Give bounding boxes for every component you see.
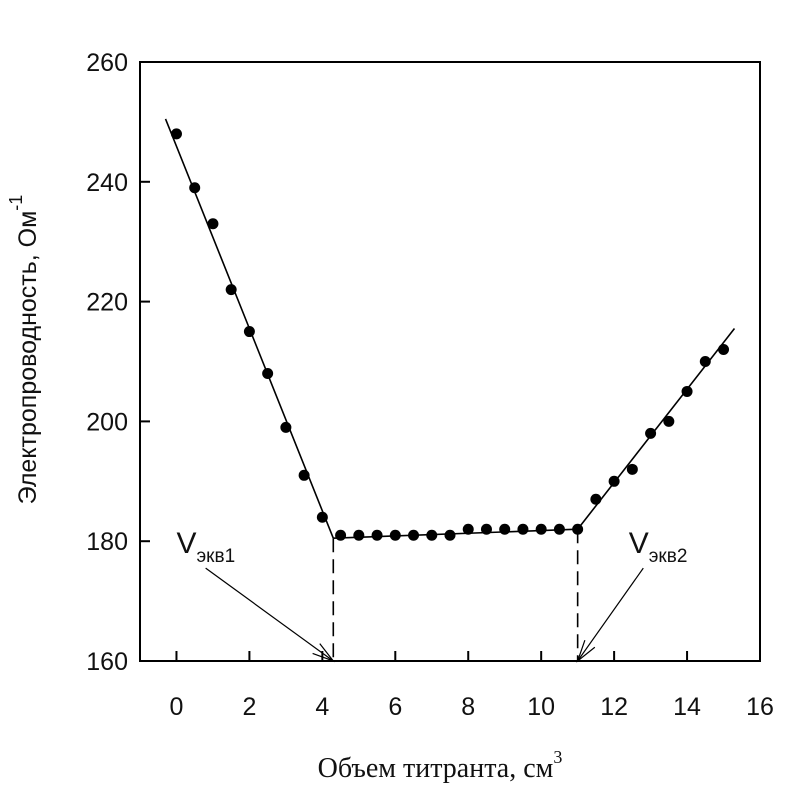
data-point [389,529,401,541]
data-point [645,427,657,439]
data-point [499,523,511,535]
x-tick-label: 16 [746,693,774,721]
data-point [590,493,602,505]
x-axis-title-text: Объем титранта, см [318,753,554,784]
data-point [426,529,438,541]
data-point [371,529,383,541]
y-axis-title: Электропроводность, Ом-1 [6,195,42,505]
y-tick-label: 160 [86,648,128,676]
data-point [444,529,456,541]
x-axis-title-sup: 3 [553,747,562,767]
equivalence-label-main: V [629,527,649,560]
data-point [408,529,420,541]
x-tick-label: 8 [461,693,475,721]
x-tick-label: 2 [242,693,256,721]
x-tick-label: 14 [673,693,701,721]
x-tick-label: 4 [315,693,329,721]
equivalence-label: Vэкв2 [629,527,688,567]
data-point [262,367,274,379]
plot-frame [139,61,761,662]
equivalence-arrowhead [576,640,596,663]
y-tick-label: 220 [86,289,128,317]
equivalence-label-sub: экв1 [196,546,235,567]
data-point [189,182,201,194]
data-point [699,356,711,367]
data-point [353,529,365,541]
x-tick-label: 12 [600,693,628,721]
data-point [553,523,565,535]
data-point [663,415,675,427]
data-point [280,421,292,433]
equivalence-label-sub: экв2 [649,546,688,567]
x-tick-label: 0 [170,693,184,721]
equivalence-arrow [577,567,644,662]
y-tick-label: 200 [86,408,128,436]
y-tick-label: 240 [86,169,128,197]
x-tick-label: 10 [527,693,555,721]
y-tick-label: 260 [86,49,128,77]
data-point [243,326,255,338]
data-point [681,385,693,397]
data-point [225,284,237,296]
data-point [462,523,474,535]
data-point [480,523,492,535]
equivalence-label-main: V [176,527,196,560]
equivalence-arrowhead [312,643,336,663]
data-point [718,344,730,356]
y-axis-title-sup: -1 [6,195,26,211]
equivalence-label: Vэкв1 [176,527,235,567]
data-point [626,463,638,475]
data-point [207,218,219,230]
data-point [170,128,182,140]
data-point [298,469,310,481]
data-point [517,523,529,535]
x-axis-title: Объем титранта, см3 [318,747,563,784]
x-tick-label: 6 [388,693,402,721]
data-point [335,529,347,541]
data-point [316,511,328,523]
data-point [608,475,620,487]
y-axis-title-text: Электропроводность, Ом [14,211,42,505]
data-point [535,523,547,535]
equivalence-arrow [205,567,334,662]
y-tick-label: 180 [86,528,128,556]
